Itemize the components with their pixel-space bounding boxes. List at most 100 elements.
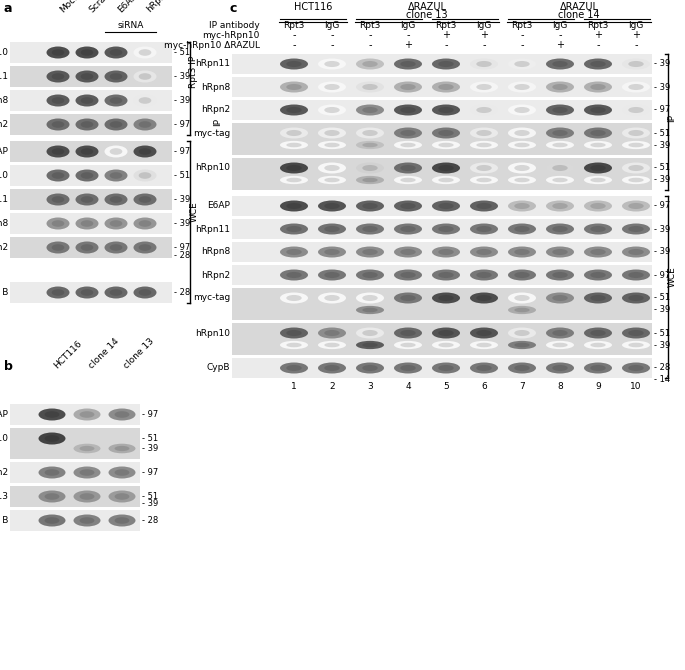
- Ellipse shape: [514, 165, 530, 171]
- Ellipse shape: [394, 328, 422, 338]
- Ellipse shape: [79, 517, 95, 524]
- Ellipse shape: [622, 127, 650, 139]
- Ellipse shape: [318, 269, 346, 281]
- Text: hRpn10: hRpn10: [0, 434, 8, 443]
- Ellipse shape: [73, 444, 101, 454]
- Ellipse shape: [108, 444, 136, 454]
- Text: -: -: [292, 30, 296, 40]
- Ellipse shape: [584, 200, 612, 212]
- Ellipse shape: [362, 295, 377, 301]
- Ellipse shape: [400, 343, 416, 347]
- Text: Mock: Mock: [58, 0, 81, 14]
- Text: +: +: [594, 30, 602, 40]
- Ellipse shape: [622, 82, 650, 92]
- Ellipse shape: [79, 493, 95, 500]
- Ellipse shape: [362, 165, 377, 171]
- Ellipse shape: [134, 241, 156, 253]
- Ellipse shape: [546, 163, 574, 174]
- Text: WCE: WCE: [190, 201, 199, 222]
- Ellipse shape: [280, 58, 308, 70]
- Ellipse shape: [138, 121, 151, 128]
- Ellipse shape: [51, 148, 64, 155]
- Ellipse shape: [438, 249, 453, 255]
- Ellipse shape: [286, 330, 301, 336]
- Ellipse shape: [470, 224, 498, 234]
- Ellipse shape: [362, 203, 377, 209]
- Ellipse shape: [470, 105, 498, 115]
- Text: hRpn13: hRpn13: [0, 492, 8, 501]
- Ellipse shape: [134, 218, 156, 230]
- Text: -: -: [634, 40, 638, 50]
- Ellipse shape: [590, 165, 606, 171]
- Ellipse shape: [432, 224, 460, 234]
- Ellipse shape: [110, 172, 123, 179]
- Text: -: -: [520, 30, 524, 40]
- Bar: [232, 288, 652, 320]
- Ellipse shape: [470, 58, 498, 70]
- Ellipse shape: [318, 224, 346, 234]
- Text: hRpn11: hRpn11: [195, 60, 230, 68]
- Ellipse shape: [324, 330, 340, 336]
- Ellipse shape: [79, 411, 95, 418]
- Ellipse shape: [324, 130, 340, 136]
- Text: - 28: - 28: [174, 288, 190, 297]
- Ellipse shape: [514, 178, 530, 182]
- Ellipse shape: [51, 49, 64, 56]
- Ellipse shape: [622, 176, 650, 184]
- Ellipse shape: [432, 341, 460, 349]
- Ellipse shape: [38, 490, 66, 502]
- Ellipse shape: [546, 224, 574, 234]
- Ellipse shape: [356, 176, 384, 184]
- Ellipse shape: [318, 127, 346, 139]
- Ellipse shape: [470, 141, 498, 149]
- Text: WCE: WCE: [667, 266, 677, 287]
- Ellipse shape: [470, 269, 498, 281]
- Bar: [10, 114, 172, 135]
- Ellipse shape: [400, 130, 416, 136]
- Text: - 39: - 39: [142, 499, 158, 508]
- Ellipse shape: [324, 61, 340, 67]
- Ellipse shape: [394, 163, 422, 174]
- Ellipse shape: [362, 130, 377, 136]
- Ellipse shape: [438, 61, 453, 67]
- Ellipse shape: [552, 295, 568, 301]
- Ellipse shape: [356, 269, 384, 281]
- Ellipse shape: [508, 58, 536, 70]
- Ellipse shape: [110, 289, 123, 295]
- Text: - 97: - 97: [174, 120, 190, 129]
- Text: E6AP: E6AP: [116, 0, 138, 14]
- Text: clone 14: clone 14: [558, 10, 600, 20]
- Ellipse shape: [438, 272, 453, 278]
- Ellipse shape: [356, 141, 384, 149]
- Ellipse shape: [318, 328, 346, 338]
- Ellipse shape: [394, 200, 422, 212]
- Ellipse shape: [110, 244, 123, 251]
- Bar: [232, 242, 652, 262]
- Text: myc-tag: myc-tag: [192, 129, 230, 137]
- Text: -: -: [369, 30, 372, 40]
- Ellipse shape: [438, 178, 453, 182]
- Ellipse shape: [584, 362, 612, 373]
- Ellipse shape: [622, 269, 650, 281]
- Ellipse shape: [508, 293, 536, 304]
- Ellipse shape: [324, 295, 340, 301]
- Ellipse shape: [552, 365, 568, 371]
- Text: hRpn8: hRpn8: [201, 82, 230, 92]
- Ellipse shape: [400, 295, 416, 301]
- Text: - 39: - 39: [174, 72, 190, 81]
- Ellipse shape: [432, 247, 460, 257]
- Ellipse shape: [286, 61, 301, 67]
- Ellipse shape: [280, 127, 308, 139]
- Text: hRpn8: hRpn8: [0, 219, 8, 228]
- Ellipse shape: [508, 362, 536, 373]
- Ellipse shape: [552, 178, 568, 182]
- Ellipse shape: [286, 107, 301, 113]
- Ellipse shape: [622, 163, 650, 174]
- Ellipse shape: [280, 328, 308, 338]
- Text: IgG: IgG: [552, 21, 568, 31]
- Ellipse shape: [584, 163, 612, 174]
- Text: IP: IP: [214, 118, 223, 126]
- Ellipse shape: [552, 272, 568, 278]
- Ellipse shape: [362, 84, 377, 90]
- Ellipse shape: [584, 176, 612, 184]
